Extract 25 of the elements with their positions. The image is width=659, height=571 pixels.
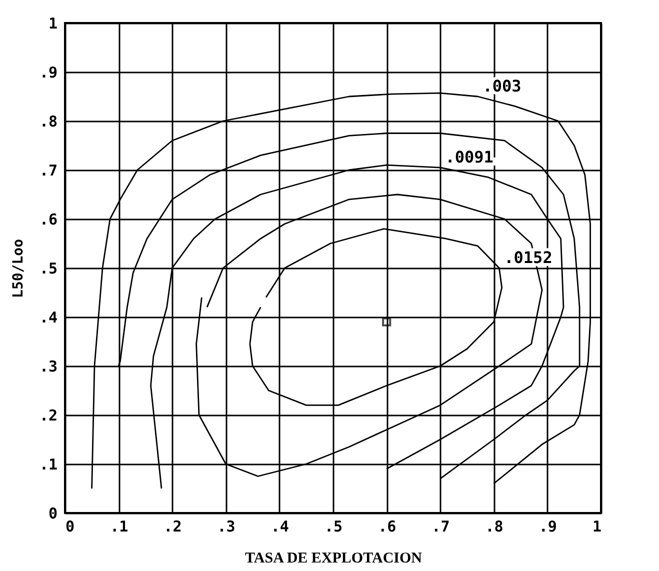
x-tick-label: .5 <box>324 518 343 536</box>
x-tick-label: .4 <box>270 518 289 536</box>
x-tick-label: .9 <box>538 518 557 536</box>
y-tick-label: .2 <box>39 406 58 424</box>
x-tick-label: 0 <box>66 518 75 536</box>
x-tick-label: .8 <box>485 518 504 536</box>
y-tick-label: .9 <box>39 64 58 82</box>
y-tick-label: .5 <box>39 260 58 278</box>
x-tick-label: .3 <box>217 518 236 536</box>
x-axis-title: TASA DE EXPLOTACION <box>245 550 422 566</box>
x-tick-label: .1 <box>110 518 128 536</box>
y-tick-label: 0 <box>48 504 58 522</box>
y-tick-label: .6 <box>39 210 58 228</box>
y-tick-label: .8 <box>39 112 58 130</box>
y-tick-label: .7 <box>39 162 58 180</box>
x-tick-label: .6 <box>378 518 396 536</box>
y-axis-title: L50/Loo <box>10 238 26 298</box>
x-tick-label: .7 <box>432 518 450 536</box>
x-tick-label: 1 <box>592 518 602 536</box>
y-tick-label: .1 <box>39 456 58 474</box>
annotation: .0091 <box>445 148 494 167</box>
x-tick-label: .2 <box>164 518 182 536</box>
y-tick-label: .3 <box>39 358 58 376</box>
y-tick-label: 1 <box>48 14 58 32</box>
y-tick-label: .4 <box>39 308 58 326</box>
